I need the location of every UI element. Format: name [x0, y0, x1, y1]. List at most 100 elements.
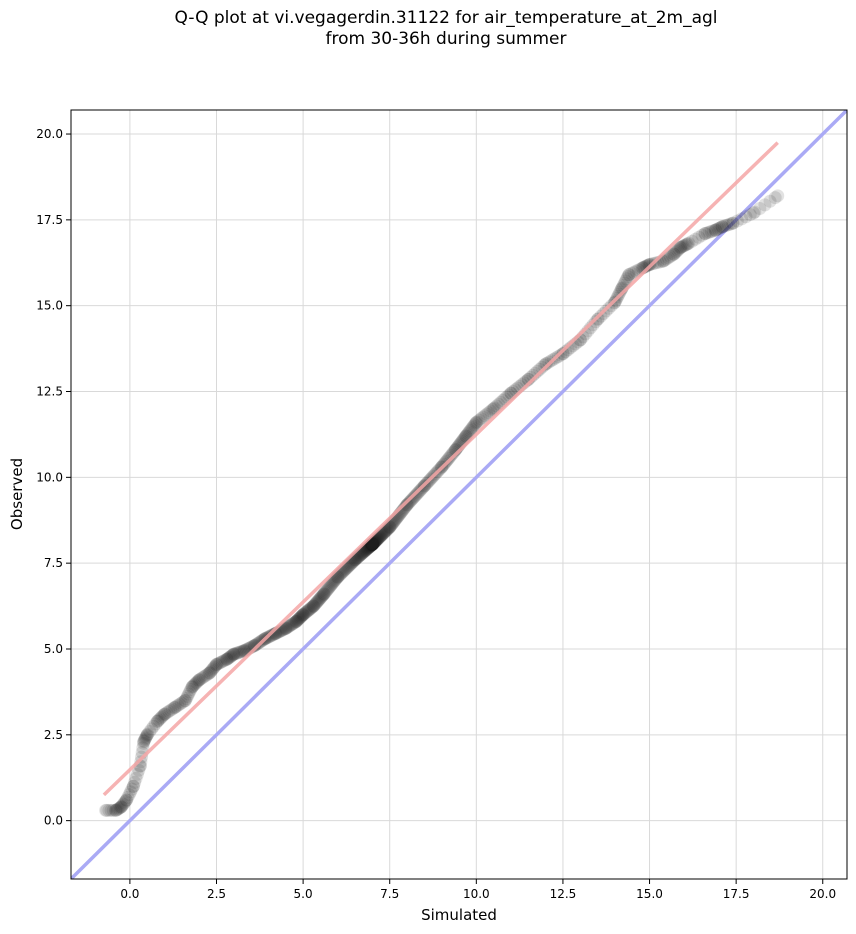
data-point: [180, 689, 194, 703]
data-point: [306, 600, 320, 614]
data-point: [99, 803, 113, 817]
data-point: [119, 793, 133, 807]
data-point: [282, 620, 296, 634]
data-point: [375, 528, 389, 542]
grid: [71, 110, 847, 879]
data-point: [291, 613, 305, 627]
data-point: [188, 677, 202, 691]
data-point: [145, 722, 159, 736]
data-point: [192, 673, 206, 687]
data-point: [284, 618, 298, 632]
data-point: [102, 803, 116, 817]
data-point: [312, 592, 326, 606]
data-point: [381, 522, 395, 536]
data-point: [366, 537, 380, 551]
data-point: [267, 627, 281, 641]
data-point: [620, 272, 634, 286]
y-tick-label: 2.5: [44, 728, 63, 742]
data-point: [197, 670, 211, 684]
data-point: [283, 619, 297, 633]
data-point: [222, 651, 236, 665]
data-point: [118, 794, 132, 808]
data-point: [303, 602, 317, 616]
data-point: [739, 210, 753, 224]
data-point: [371, 531, 385, 545]
data-point: [264, 629, 278, 643]
data-point: [141, 727, 155, 741]
data-point: [319, 584, 333, 598]
data-point: [289, 615, 303, 629]
y-axis-label: Observed: [8, 458, 26, 530]
data-point: [155, 709, 169, 723]
data-point: [368, 535, 382, 549]
data-point: [443, 450, 457, 464]
data-point: [374, 528, 388, 542]
data-point: [639, 259, 653, 273]
data-point: [369, 534, 383, 548]
data-point: [667, 247, 681, 261]
data-point: [480, 407, 494, 421]
data-point: [162, 704, 176, 718]
data-point: [173, 697, 187, 711]
data-point: [158, 707, 172, 721]
data-point: [134, 755, 148, 769]
data-point: [400, 498, 414, 512]
data-point: [682, 236, 696, 250]
y-tick-label: 5.0: [44, 642, 63, 656]
data-point: [316, 589, 330, 603]
data-point: [362, 541, 376, 555]
data-point: [121, 790, 135, 804]
data-point: [111, 802, 125, 816]
data-point: [371, 532, 385, 546]
data-point: [325, 577, 339, 591]
data-point: [209, 658, 223, 672]
data-point: [294, 610, 308, 624]
data-point: [138, 731, 152, 745]
data-point: [715, 220, 729, 234]
data-point: [305, 600, 319, 614]
data-point: [119, 793, 133, 807]
data-point: [361, 542, 375, 556]
data-point: [307, 599, 320, 613]
data-point: [488, 401, 502, 415]
data-point: [285, 617, 299, 631]
data-point: [293, 611, 307, 625]
data-point: [154, 711, 168, 725]
data-point: [476, 410, 490, 424]
data-point: [295, 609, 309, 623]
data-point: [726, 216, 740, 230]
y-tick-label: 10.0: [36, 470, 63, 484]
data-point: [383, 520, 397, 534]
data-point: [466, 419, 480, 433]
data-point: [248, 639, 262, 653]
data-point: [179, 692, 193, 706]
data-point: [227, 647, 241, 661]
data-point: [328, 573, 342, 587]
data-point: [308, 597, 322, 611]
data-point: [363, 539, 377, 553]
data-point: [158, 707, 172, 721]
data-point: [368, 534, 382, 548]
data-point: [675, 240, 689, 254]
data-point: [183, 685, 197, 699]
data-point: [361, 541, 375, 555]
data-point: [317, 587, 331, 601]
data-point: [445, 447, 459, 461]
data-point: [708, 223, 722, 237]
data-point: [365, 537, 379, 551]
data-point: [124, 785, 138, 799]
data-point: [186, 679, 200, 693]
data-point: [622, 268, 636, 282]
data-point: [556, 347, 570, 361]
data-point: [710, 222, 724, 236]
y-tick-label: 17.5: [36, 213, 63, 227]
data-point: [768, 191, 782, 205]
data-point: [126, 779, 140, 793]
data-point: [122, 788, 136, 802]
data-point: [704, 224, 718, 238]
data-point: [708, 223, 722, 237]
data-point: [380, 523, 394, 537]
data-point: [758, 198, 772, 212]
x-tick-label: 12.5: [550, 887, 577, 901]
x-tick-label: 17.5: [723, 887, 750, 901]
